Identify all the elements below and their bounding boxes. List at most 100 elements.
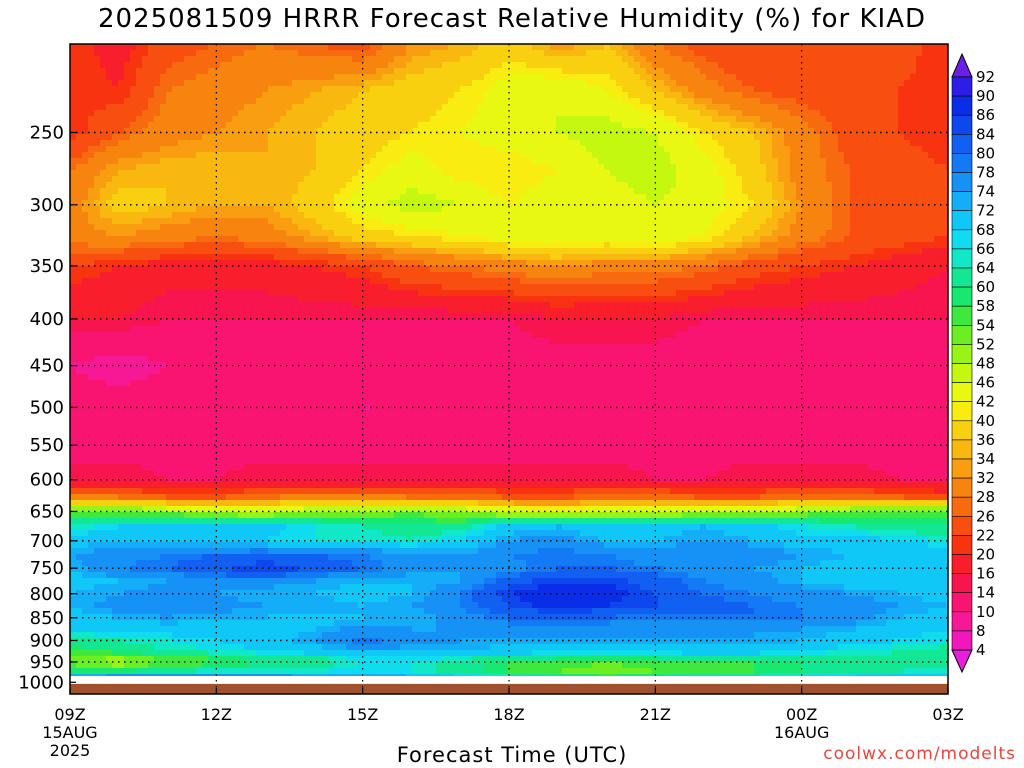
rh-cell bbox=[568, 50, 575, 57]
rh-cell bbox=[874, 74, 881, 81]
rh-cell bbox=[826, 50, 833, 57]
rh-cell bbox=[628, 44, 635, 51]
rh-cell bbox=[940, 218, 947, 225]
rh-cell bbox=[88, 116, 95, 123]
rh-cell bbox=[550, 68, 557, 75]
rh-cell bbox=[688, 182, 695, 189]
rh-cell bbox=[70, 134, 77, 141]
rh-cell bbox=[310, 182, 317, 189]
rh-cell bbox=[790, 98, 797, 105]
rh-cell bbox=[694, 80, 701, 87]
rh-cell bbox=[136, 80, 143, 87]
rh-cell bbox=[712, 68, 719, 75]
rh-cell bbox=[160, 74, 167, 81]
rh-cell bbox=[178, 62, 185, 69]
rh-cell bbox=[430, 50, 437, 57]
rh-cell bbox=[742, 158, 749, 165]
rh-cell bbox=[772, 92, 779, 99]
rh-cell bbox=[460, 182, 467, 189]
rh-cell bbox=[544, 230, 551, 237]
rh-cell bbox=[322, 170, 329, 177]
rh-cell bbox=[334, 74, 341, 81]
rh-cell bbox=[244, 80, 251, 87]
rh-cell bbox=[196, 212, 203, 219]
rh-cell bbox=[298, 152, 305, 159]
rh-cell bbox=[520, 158, 527, 165]
rh-cell bbox=[610, 200, 617, 207]
rh-cell bbox=[454, 236, 461, 243]
rh-cell bbox=[376, 230, 383, 237]
rh-cell bbox=[112, 68, 119, 75]
rh-cell bbox=[922, 50, 929, 57]
rh-cell bbox=[472, 188, 479, 195]
rh-cell bbox=[400, 224, 407, 231]
rh-cell bbox=[718, 212, 725, 219]
rh-cell bbox=[538, 170, 545, 177]
rh-cell bbox=[778, 188, 785, 195]
rh-cell bbox=[268, 164, 275, 171]
rh-cell bbox=[796, 134, 803, 141]
rh-cell bbox=[892, 224, 899, 231]
rh-cell bbox=[202, 212, 209, 219]
rh-cell bbox=[544, 110, 551, 117]
rh-cell bbox=[568, 164, 575, 171]
rh-cell bbox=[610, 164, 617, 171]
rh-cell bbox=[526, 110, 533, 117]
rh-cell bbox=[178, 140, 185, 147]
rh-cell bbox=[82, 122, 89, 129]
rh-cell bbox=[532, 146, 539, 153]
rh-cell bbox=[190, 80, 197, 87]
rh-cell bbox=[178, 230, 185, 237]
rh-cell bbox=[394, 146, 401, 153]
rh-cell bbox=[460, 134, 467, 141]
rh-cell bbox=[214, 242, 221, 249]
rh-cell bbox=[946, 194, 948, 201]
rh-cell bbox=[274, 242, 281, 249]
rh-cell bbox=[724, 206, 731, 213]
rh-cell bbox=[268, 74, 275, 81]
rh-cell bbox=[388, 140, 395, 147]
rh-cell bbox=[508, 68, 515, 75]
rh-cell bbox=[892, 116, 899, 123]
rh-cell bbox=[250, 146, 257, 153]
rh-cell bbox=[124, 74, 131, 81]
rh-cell bbox=[616, 152, 623, 159]
rh-cell bbox=[772, 200, 779, 207]
rh-cell bbox=[250, 164, 257, 171]
rh-cell bbox=[556, 110, 563, 117]
rh-cell bbox=[664, 224, 671, 231]
rh-cell bbox=[322, 182, 329, 189]
rh-cell bbox=[442, 80, 449, 87]
rh-cell bbox=[640, 122, 647, 129]
rh-cell bbox=[574, 242, 581, 249]
rh-cell bbox=[622, 152, 629, 159]
rh-cell bbox=[814, 194, 821, 201]
rh-cell bbox=[496, 170, 503, 177]
rh-cell bbox=[502, 116, 509, 123]
rh-cell bbox=[526, 194, 533, 201]
rh-cell bbox=[190, 230, 197, 237]
rh-cell bbox=[754, 98, 761, 105]
rh-cell bbox=[736, 170, 743, 177]
rh-cell bbox=[418, 218, 425, 225]
rh-cell bbox=[796, 98, 803, 105]
rh-cell bbox=[412, 236, 419, 243]
rh-cell bbox=[496, 92, 503, 99]
rh-cell bbox=[574, 182, 581, 189]
rh-cell bbox=[598, 152, 605, 159]
rh-cell bbox=[598, 146, 605, 153]
rh-cell bbox=[622, 134, 629, 141]
rh-cell bbox=[70, 158, 77, 165]
rh-cell bbox=[832, 134, 839, 141]
rh-cell bbox=[340, 122, 347, 129]
rh-cell bbox=[130, 224, 137, 231]
rh-cell bbox=[736, 224, 743, 231]
rh-cell bbox=[838, 170, 845, 177]
rh-cell bbox=[376, 206, 383, 213]
rh-cell bbox=[190, 74, 197, 81]
rh-cell bbox=[148, 242, 155, 249]
rh-cell bbox=[118, 98, 125, 105]
rh-cell bbox=[676, 230, 683, 237]
rh-cell bbox=[610, 68, 617, 75]
rh-cell bbox=[544, 212, 551, 219]
